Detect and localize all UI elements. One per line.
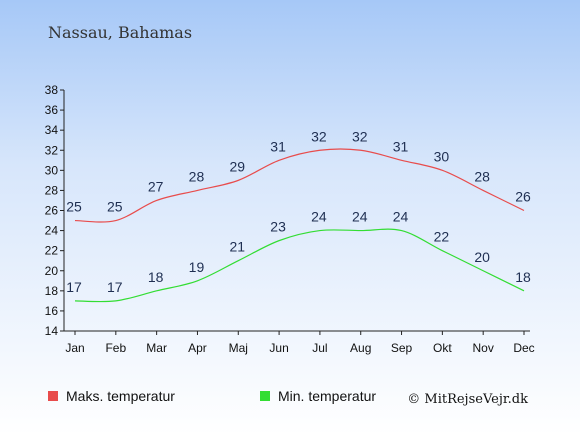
labels-layer: 25 25 27 28 29 31 32 32 31 30 28 26 17 17 18 19 21 23 24 24…	[66, 128, 531, 295]
max-temp-label: 25	[66, 199, 82, 215]
legend: Maks. temperatur Min. temperatur	[48, 388, 376, 404]
max-temp-label: 27	[148, 178, 164, 194]
x-tick-label: Mar	[146, 341, 167, 355]
min-temp-label: 17	[107, 279, 123, 295]
y-tick-label: 20	[45, 264, 59, 278]
credit-text: © MitRejseVejr.dk	[407, 392, 528, 407]
y-tick-label: 26	[45, 204, 59, 218]
series-layer	[74, 148, 525, 303]
min-temp-label: 21	[229, 239, 245, 255]
max-temp-label: 28	[189, 168, 205, 184]
y-tick-label: 18	[45, 284, 59, 298]
legend-label-min: Min. temperatur	[278, 388, 376, 404]
y-tick-label: 36	[45, 103, 59, 117]
x-tick-label: Feb	[105, 341, 126, 355]
max-temp-label: 28	[474, 168, 490, 184]
max-temp-line	[74, 148, 525, 223]
min-temp-line	[74, 228, 525, 303]
min-temp-label: 17	[66, 279, 82, 295]
y-tick-label: 34	[45, 123, 59, 137]
x-tick-label: Jun	[269, 341, 288, 355]
max-temp-label: 32	[352, 128, 368, 144]
y-tick-label: 22	[45, 244, 59, 258]
min-temp-label: 22	[434, 229, 450, 245]
max-temp-label: 31	[270, 138, 286, 154]
y-tick-label: 32	[45, 143, 59, 157]
x-tick-label: Aug	[350, 341, 371, 355]
x-tick-label: Okt	[433, 341, 452, 355]
max-temp-label: 30	[434, 148, 450, 164]
legend-label-max: Maks. temperatur	[66, 388, 175, 404]
min-temp-label: 24	[352, 209, 368, 225]
x-tick-label: Apr	[188, 341, 207, 355]
x-tick-label: Jan	[65, 341, 84, 355]
x-tick-label: Maj	[229, 341, 248, 355]
y-tick-label: 24	[45, 224, 59, 238]
max-temp-label: 26	[515, 189, 531, 205]
x-tick-label: Jul	[312, 341, 327, 355]
x-tick-label: Sep	[391, 341, 413, 355]
min-temp-label: 24	[393, 209, 409, 225]
min-temp-label: 18	[515, 269, 531, 285]
min-temp-label: 19	[189, 259, 205, 275]
min-temp-label: 20	[474, 249, 490, 265]
y-tick-label: 30	[45, 163, 59, 177]
min-temp-label: 23	[270, 219, 286, 235]
legend-swatch-max	[48, 391, 58, 401]
max-temp-label: 31	[393, 138, 409, 154]
x-tick-label: Dec	[513, 341, 534, 355]
y-tick-label: 28	[45, 183, 59, 197]
min-temp-label: 18	[148, 269, 164, 285]
chart-title: Nassau, Bahamas	[48, 23, 192, 42]
max-temp-label: 32	[311, 128, 327, 144]
axes: 14 16 18 20 22 24 26 28 30 32 34 36 38 Jan Feb Mar Apr Ma…	[45, 83, 535, 355]
legend-swatch-min	[260, 391, 270, 401]
min-temp-label: 24	[311, 209, 327, 225]
x-tick-label: Nov	[473, 341, 494, 355]
max-temp-label: 29	[229, 158, 245, 174]
y-tick-label: 14	[45, 324, 59, 338]
max-temp-label: 25	[107, 199, 123, 215]
y-tick-label: 38	[45, 83, 59, 97]
y-tick-label: 16	[45, 304, 59, 318]
